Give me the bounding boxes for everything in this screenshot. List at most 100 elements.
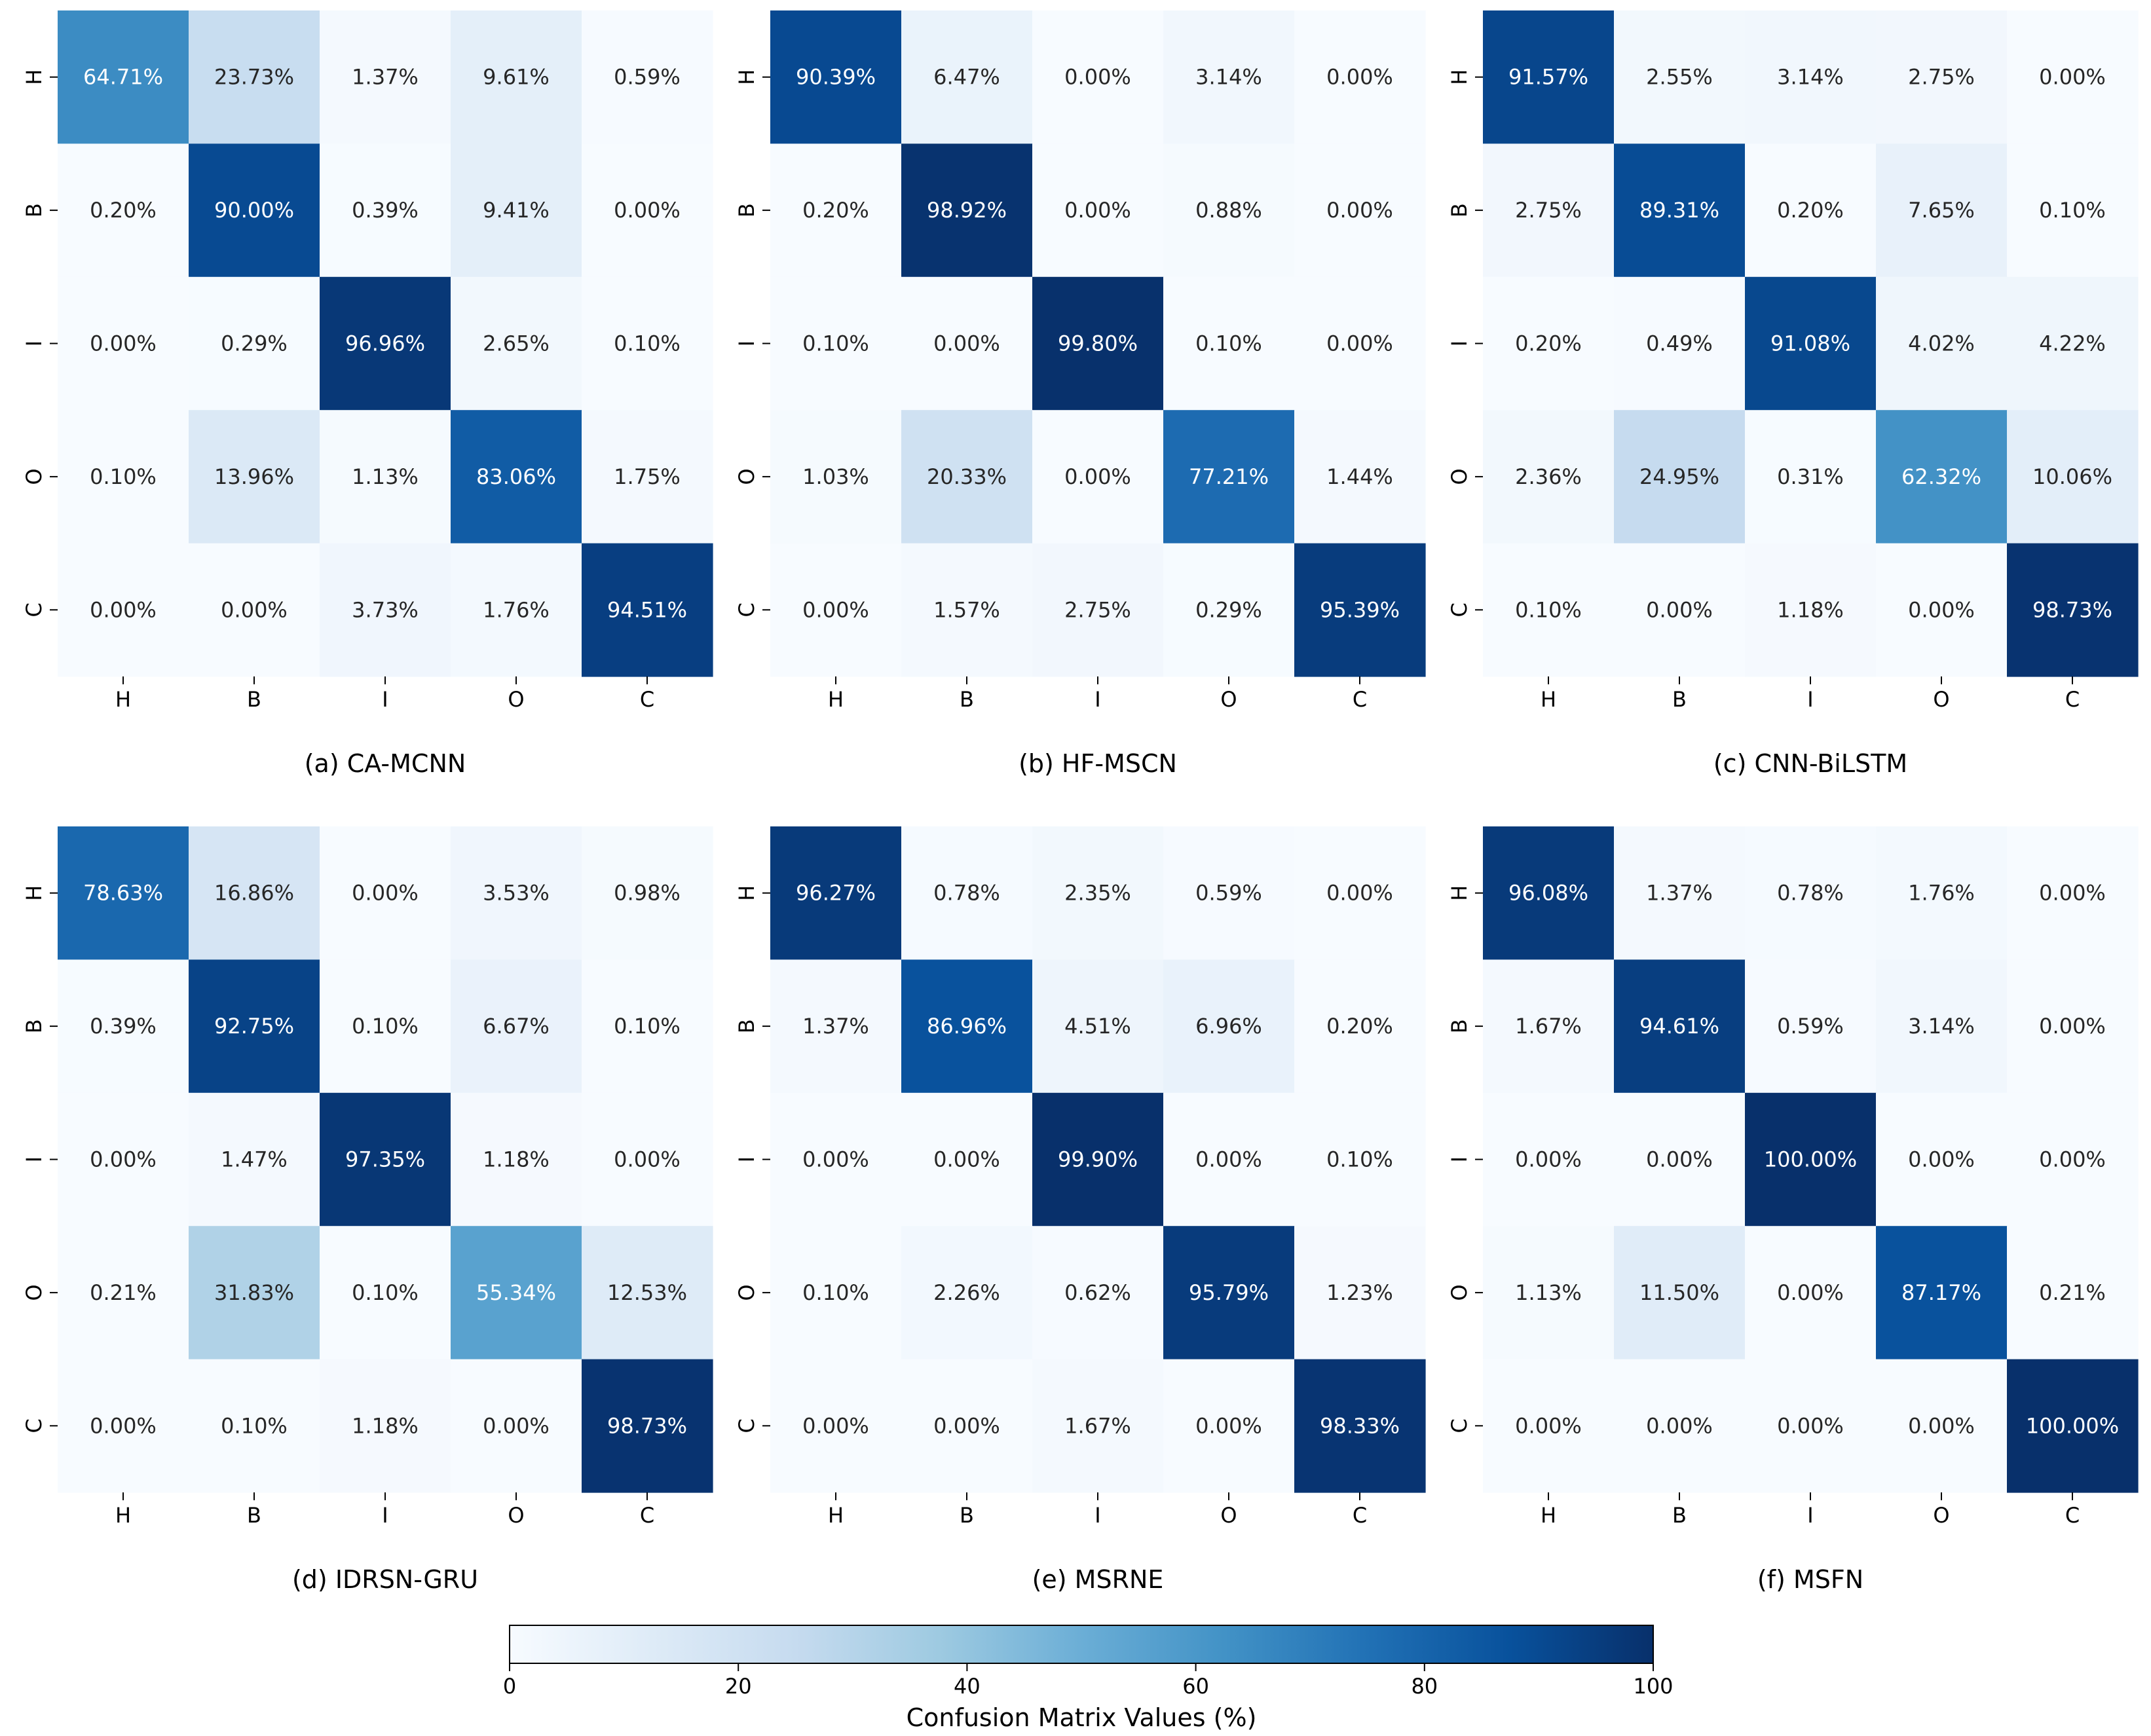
cell-value-label: 1.13% [352, 464, 419, 489]
heatmap-panel: 90.39% 6.47% 0.00% 3.14% 0.00% 0.20% 98.92% 0.0… [734, 10, 1426, 778]
cell-value-label: 1.18% [483, 1147, 550, 1172]
cell-value-label: 10.06% [2032, 464, 2112, 489]
heatmap-cell [770, 826, 902, 960]
heatmap-cell [901, 10, 1033, 144]
cell-value-label: 1.37% [802, 1014, 869, 1039]
cell-value-label: 0.00% [1515, 1147, 1582, 1172]
heatmap-cell [1614, 543, 1746, 677]
cell-value-label: 91.57% [1508, 65, 1588, 90]
heatmap-cell [58, 143, 189, 278]
cell-value-label: 0.00% [1908, 1413, 1975, 1438]
panel-caption: (a) CA-MCNN [305, 749, 466, 778]
heatmap-cell [451, 1359, 582, 1493]
cell-value-label: 2.35% [1064, 881, 1131, 906]
y-tick-label: H [22, 885, 47, 901]
y-tick-label: C [734, 602, 759, 617]
heatmap-cell [1163, 1226, 1295, 1360]
heatmap-cell [1294, 1226, 1426, 1360]
cell-value-label: 0.00% [1326, 198, 1393, 223]
cell-value-label: 0.10% [352, 1280, 419, 1305]
x-tick-label: O [1933, 1503, 1949, 1528]
cell-value-label: 0.29% [1195, 597, 1262, 622]
heatmap-panel: 96.08% 1.37% 0.78% 1.76% 0.00% 1.67% 94.61% 0.5… [1447, 826, 2139, 1594]
cell-value-label: 0.00% [614, 1147, 681, 1172]
cell-value-label: 31.83% [214, 1280, 294, 1305]
cell-value-label: 0.00% [1326, 881, 1393, 906]
cell-value-label: 0.10% [614, 1014, 681, 1039]
cell-value-label: 3.14% [1777, 65, 1844, 90]
cell-value-label: 1.75% [614, 464, 681, 489]
cell-value-label: 2.75% [1515, 198, 1582, 223]
heatmap-cell [582, 959, 713, 1094]
heatmap-cell [1163, 543, 1295, 677]
cell-value-label: 0.00% [933, 331, 1000, 356]
cell-value-label: 0.20% [1515, 331, 1582, 356]
y-tick-label: B [1447, 1019, 1472, 1033]
heatmap-cell [451, 543, 582, 677]
x-tick-label: I [1094, 687, 1100, 712]
cell-value-label: 0.00% [90, 597, 157, 622]
cell-value-label: 90.39% [796, 65, 876, 90]
cell-value-label: 92.75% [214, 1014, 294, 1039]
heatmap-cell [770, 10, 902, 144]
heatmap-cell [320, 1226, 451, 1360]
x-tick-label: B [247, 687, 261, 712]
cell-value-label: 0.20% [802, 198, 869, 223]
heatmap-cell [1163, 1092, 1295, 1227]
x-tick-label: H [115, 1503, 131, 1528]
heatmap-cell [58, 826, 189, 960]
x-tick-label: I [382, 1503, 388, 1528]
cell-value-label: 0.10% [802, 331, 869, 356]
cell-value-label: 96.08% [1508, 881, 1588, 906]
heatmap-cell [1614, 1359, 1746, 1493]
colorbar-tick-label: 40 [954, 1674, 981, 1699]
x-tick-label: C [640, 687, 654, 712]
y-tick-label: I [22, 341, 47, 346]
cell-value-label: 98.33% [1320, 1413, 1400, 1438]
cell-value-label: 0.00% [90, 1413, 157, 1438]
heatmap-cell [1294, 276, 1426, 411]
y-tick-label: B [1447, 203, 1472, 217]
heatmap-cell [770, 276, 902, 411]
x-tick-label: I [382, 687, 388, 712]
heatmap-cell [58, 1092, 189, 1227]
heatmap-cell [1614, 959, 1746, 1094]
cell-value-label: 0.00% [1646, 1147, 1713, 1172]
heatmap-cell [320, 10, 451, 144]
cell-value-label: 24.95% [1639, 464, 1719, 489]
cell-value-label: 0.00% [1064, 65, 1131, 90]
cell-value-label: 95.39% [1320, 597, 1400, 622]
heatmap-cell [1294, 826, 1426, 960]
cell-value-label: 0.00% [1908, 1147, 1975, 1172]
y-tick-label: O [1447, 468, 1472, 485]
cell-value-label: 0.10% [1326, 1147, 1393, 1172]
heatmap-cell [1876, 1359, 2008, 1493]
heatmap-cell [1614, 1226, 1746, 1360]
panel-caption: (f) MSFN [1757, 1565, 1863, 1594]
heatmap-cell [1032, 276, 1164, 411]
y-tick-label: I [734, 341, 759, 346]
heatmap-cell [1032, 1226, 1164, 1360]
y-tick-label: B [22, 203, 47, 217]
heatmap-cell [2007, 543, 2139, 677]
cell-value-label: 0.00% [1777, 1413, 1844, 1438]
heatmap-cell [1483, 1359, 1615, 1493]
heatmap-cell [1032, 143, 1164, 278]
heatmap-cell [770, 1359, 902, 1493]
heatmap-cell [1745, 1092, 1877, 1227]
cell-value-label: 0.00% [90, 1147, 157, 1172]
cell-value-label: 0.49% [1646, 331, 1713, 356]
x-tick-label: B [960, 1503, 974, 1528]
y-tick-label: O [1447, 1284, 1472, 1301]
heatmap-cell [1614, 276, 1746, 411]
heatmap-cell [1483, 276, 1615, 411]
heatmap-cell [320, 276, 451, 411]
heatmap-cell [770, 410, 902, 544]
y-tick-label: H [734, 69, 759, 85]
heatmap-cell [901, 1359, 1033, 1493]
heatmap-cell [189, 1226, 320, 1360]
heatmap-cell [320, 1359, 451, 1493]
cell-value-label: 1.23% [1326, 1280, 1393, 1305]
heatmap-cell [1745, 543, 1877, 677]
cell-value-label: 0.31% [1777, 464, 1844, 489]
